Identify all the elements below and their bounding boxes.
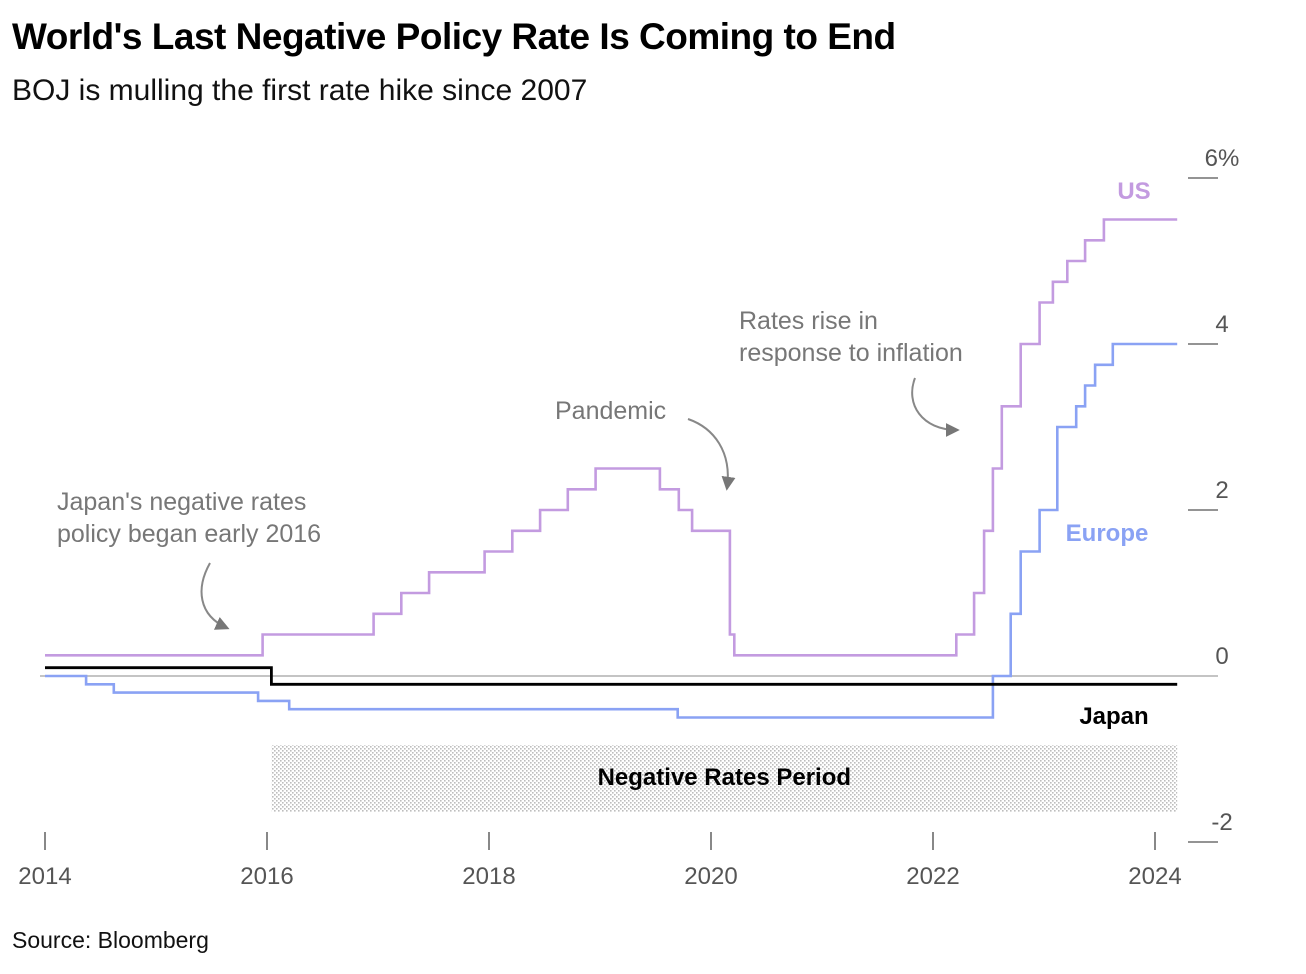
chart-subtitle: BOJ is mulling the first rate hike since…	[12, 74, 588, 107]
annotation-text: Pandemic	[555, 397, 666, 425]
annotation-arrow	[687, 418, 736, 491]
series-line-japan	[45, 666, 1178, 686]
y-tick-label: 2	[1215, 477, 1228, 504]
x-tick-label: 2022	[906, 863, 959, 890]
series-label-us: US	[1117, 178, 1150, 205]
negative-rates-period-band	[271, 745, 1178, 812]
annotation-arrow	[200, 562, 230, 630]
rate-chart: Negative Rates Period -2 0 2 4 6% 2014 2016 201…	[18, 145, 1240, 890]
y-tick-label: 0	[1215, 643, 1228, 670]
x-tick-label: 2016	[240, 863, 293, 890]
series-line-us	[45, 218, 1178, 657]
negative-rates-period-label: Negative Rates Period	[598, 764, 851, 791]
y-tick-label: 4	[1215, 311, 1228, 338]
y-tick-label: 6%	[1205, 145, 1240, 172]
series-label-japan: Japan	[1079, 703, 1148, 730]
x-tick-label: 2024	[1128, 863, 1181, 890]
x-tick-label: 2018	[462, 863, 515, 890]
annotation-arrow	[911, 377, 960, 437]
source-note: Source: Bloomberg	[12, 927, 209, 953]
annotation-text: Rates rise in response to inflation	[739, 307, 963, 367]
series-label-europe: Europe	[1066, 520, 1149, 547]
x-tick-label: 2014	[18, 863, 71, 890]
annotation-text: Japan's negative rates policy began early…	[57, 488, 321, 548]
y-tick-label: -2	[1211, 809, 1232, 836]
series-line-europe	[45, 342, 1178, 719]
chart-title: World's Last Negative Policy Rate Is Com…	[12, 16, 896, 57]
x-tick-label: 2020	[684, 863, 737, 890]
